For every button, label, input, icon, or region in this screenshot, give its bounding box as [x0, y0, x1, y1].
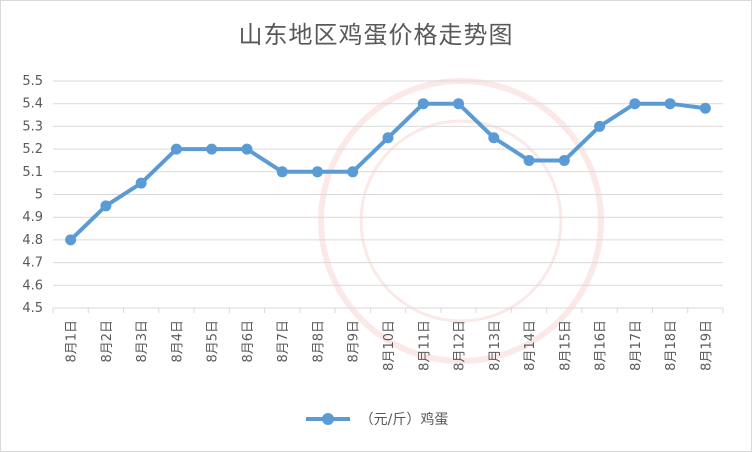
data-point: [488, 132, 500, 144]
series-egg-price: [65, 98, 711, 246]
data-point: [453, 98, 465, 110]
x-tick-label: 8月15日: [558, 320, 573, 371]
y-tick-label: 5: [35, 188, 43, 203]
x-axis-ticks: 8月1日 8月2日 8月3日 8月4日 8月5日 8月6日 8月7日 8月8日 8月9日 8月10…: [52, 308, 724, 371]
data-point: [170, 143, 182, 155]
data-point: [135, 177, 147, 189]
grid-lines: [53, 80, 723, 309]
x-tick-label: 8月3日: [135, 320, 150, 363]
data-point: [382, 132, 394, 144]
x-tick-label: 8月1日: [65, 320, 80, 363]
data-point: [206, 143, 218, 155]
data-point: [629, 98, 641, 110]
x-tick-label: 8月5日: [206, 320, 221, 363]
data-point: [699, 102, 711, 114]
x-tick-label: 8月10日: [382, 320, 397, 371]
y-axis-ticks: 4.5 4.6 4.7 4.8 4.9 5 5.1 5.2 5.3 5.4 5.5: [22, 74, 43, 316]
x-tick-label: 8月12日: [453, 320, 468, 371]
data-point: [276, 166, 288, 178]
y-tick-label: 4.6: [22, 278, 43, 293]
y-tick-label: 4.5: [22, 301, 43, 316]
data-point: [558, 154, 570, 166]
data-point: [65, 234, 77, 246]
x-tick-label: 8月14日: [523, 320, 538, 371]
x-tick-label: 8月13日: [488, 320, 503, 371]
data-point: [241, 143, 253, 155]
y-tick-label: 5.2: [22, 142, 43, 157]
x-tick-label: 8月9日: [347, 320, 362, 363]
x-tick-label: 8月4日: [170, 320, 185, 363]
x-tick-label: 8月7日: [276, 320, 291, 363]
y-tick-label: 5.4: [22, 97, 43, 112]
x-tick-label: 8月19日: [699, 320, 714, 371]
chart-title: 山东地区鸡蛋价格走势图: [238, 21, 514, 49]
y-tick-label: 5.1: [22, 165, 43, 180]
data-point: [417, 98, 429, 110]
x-tick-label: 8月17日: [629, 320, 644, 371]
x-tick-label: 8月16日: [594, 320, 609, 371]
x-tick-label: 8月2日: [100, 320, 115, 363]
x-tick-label: 8月18日: [664, 320, 679, 371]
data-point: [311, 166, 323, 178]
y-tick-label: 4.8: [22, 233, 43, 248]
y-tick-label: 5.5: [22, 74, 43, 89]
x-tick-label: 8月8日: [311, 320, 326, 363]
y-tick-label: 4.7: [22, 256, 43, 271]
data-point: [523, 154, 535, 166]
data-point: [100, 200, 112, 212]
y-tick-label: 5.3: [22, 119, 43, 134]
legend: （元/斤）鸡蛋: [1, 409, 751, 429]
legend-label: （元/斤）鸡蛋: [359, 412, 449, 428]
data-point: [594, 120, 606, 132]
legend-swatch-line-marker: [305, 413, 350, 425]
x-tick-label: 8月11日: [417, 320, 432, 371]
y-tick-label: 4.9: [22, 210, 43, 225]
data-point: [347, 166, 359, 178]
x-tick-label: 8月6日: [241, 320, 256, 363]
data-point: [664, 98, 676, 110]
